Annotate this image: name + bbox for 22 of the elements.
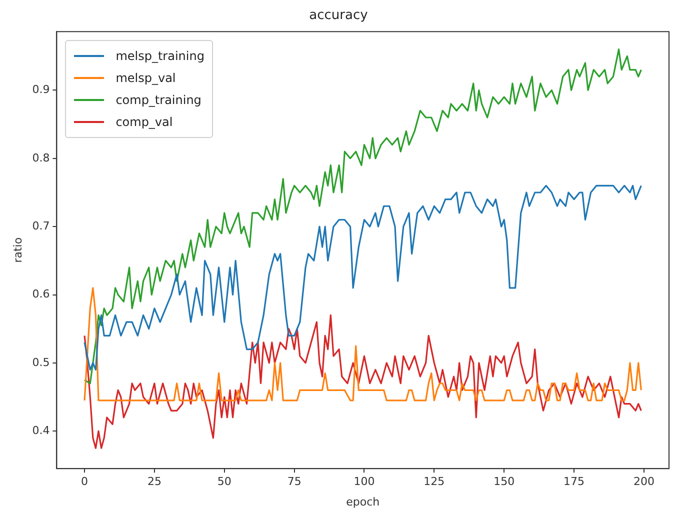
chart-title: accuracy xyxy=(309,8,368,24)
y-tick-label: 0.4 xyxy=(32,424,50,437)
x-tick-label: 75 xyxy=(287,475,302,488)
x-tick-label: 0 xyxy=(81,475,88,488)
y-tick-label: 0.8 xyxy=(32,151,50,164)
y-tick-label: 0.6 xyxy=(32,288,50,301)
y-axis-title: ratio xyxy=(11,237,24,263)
x-tick-label: 150 xyxy=(494,475,515,488)
x-tick-label: 50 xyxy=(217,475,232,488)
x-tick-label: 25 xyxy=(147,475,162,488)
x-tick-label: 100 xyxy=(354,475,375,488)
legend-label: comp_val xyxy=(116,114,173,129)
y-tick-label: 0.9 xyxy=(32,83,50,96)
legend-label: melsp_training xyxy=(116,48,204,63)
x-tick-label: 175 xyxy=(564,475,585,488)
x-tick-label: 200 xyxy=(633,475,654,488)
legend-label: melsp_val xyxy=(116,70,176,85)
x-axis-title: epoch xyxy=(346,495,380,508)
legend-label: comp_training xyxy=(116,92,202,107)
y-tick-label: 0.5 xyxy=(32,356,50,369)
y-tick-label: 0.7 xyxy=(32,219,50,232)
x-tick-label: 125 xyxy=(424,475,445,488)
